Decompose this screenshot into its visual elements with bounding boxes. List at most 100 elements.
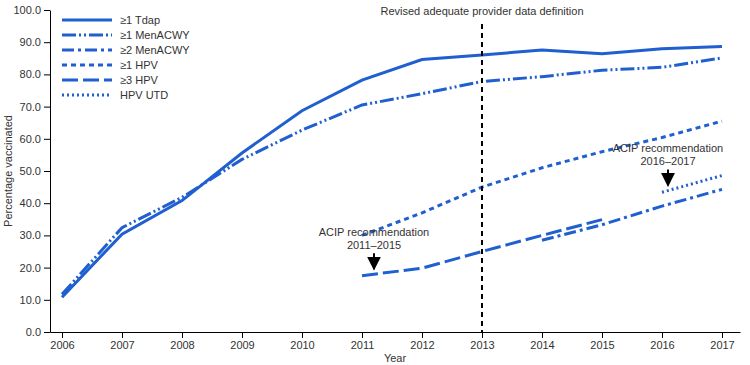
- legend-label: HPV UTD: [120, 89, 168, 101]
- x-tick: 2016: [650, 332, 674, 351]
- y-tick-mark: [44, 74, 50, 75]
- annotation-text: 2011–2015: [347, 239, 401, 251]
- y-tick-label: 20.0: [20, 262, 41, 274]
- x-tick-mark: [362, 332, 363, 338]
- x-tick-label: 2009: [230, 339, 254, 351]
- y-tick-label: 50.0: [20, 165, 41, 177]
- y-axis: 0.0 10.0 20.0 30.0 40.0 50.0 60.0 70.0 80.0 90.0 1…: [13, 4, 50, 338]
- x-tick-mark: [722, 332, 723, 338]
- y-axis-title: Percentage vaccinated: [2, 115, 14, 227]
- x-tick: 2007: [110, 332, 134, 351]
- x-tick-label: 2017: [710, 339, 734, 351]
- legend-label: ≥2 MenACWY: [120, 44, 190, 56]
- y-tick: 90.0: [20, 36, 50, 48]
- x-tick-mark: [62, 332, 63, 338]
- y-tick-label: 10.0: [20, 294, 41, 306]
- y-tick: 10.0: [20, 294, 50, 306]
- x-tick-mark: [662, 332, 663, 338]
- y-tick-mark: [44, 203, 50, 204]
- x-tick: 2006: [50, 332, 74, 351]
- x-tick-label: 2016: [650, 339, 674, 351]
- y-tick-mark: [44, 10, 50, 11]
- x-tick: 2010: [290, 332, 314, 351]
- legend-label: ≥1 Tdap: [120, 14, 160, 26]
- y-tick: 60.0: [20, 133, 50, 145]
- x-tick-mark: [542, 332, 543, 338]
- x-tick-label: 2006: [50, 339, 74, 351]
- y-tick-label: 60.0: [20, 133, 41, 145]
- y-tick-mark: [44, 171, 50, 172]
- x-axis: 2006 2007 2008 2009 2010 2011 2012 2013 2014 2015…: [50, 332, 740, 351]
- x-tick-label: 2008: [170, 339, 194, 351]
- y-tick-label: 100.0: [13, 4, 41, 16]
- series-line: [362, 121, 722, 235]
- x-tick-mark: [302, 332, 303, 338]
- legend-swatch: [62, 49, 112, 52]
- x-tick: 2011: [351, 332, 375, 351]
- legend: ≥1 Tdap ≥1 MenACWY ≥2 MenACWY ≥1 HPV ≥3 HPV H…: [62, 14, 190, 101]
- x-tick: 2015: [590, 332, 614, 351]
- series-line: [62, 46, 722, 297]
- annotation-line: [481, 24, 483, 332]
- y-tick-mark: [44, 300, 50, 301]
- x-tick-label: 2012: [410, 339, 434, 351]
- x-tick-mark: [242, 332, 243, 338]
- y-tick-mark: [44, 107, 50, 108]
- annotation-text: 2016–2017: [640, 155, 695, 167]
- x-tick-mark: [122, 332, 123, 338]
- legend-swatch: [62, 64, 112, 67]
- annotation-arrow: [373, 253, 375, 269]
- y-tick-label: 40.0: [20, 197, 41, 209]
- x-axis-title: Year: [384, 352, 407, 364]
- y-tick: 20.0: [20, 262, 50, 274]
- y-tick-label: 70.0: [20, 101, 41, 113]
- annotations: Revised adequate provider data definitio…: [319, 5, 723, 332]
- y-tick-label: 30.0: [20, 229, 41, 241]
- legend-label: ≥1 HPV: [120, 59, 158, 71]
- y-tick-label: 90.0: [20, 36, 41, 48]
- legend-swatch: [62, 79, 112, 82]
- x-tick-label: 2011: [351, 339, 375, 351]
- x-tick-label: 2013: [470, 339, 494, 351]
- y-axis-line: [50, 11, 51, 333]
- x-tick: 2012: [410, 332, 434, 351]
- x-tick: 2008: [170, 332, 194, 351]
- y-tick: 50.0: [20, 165, 50, 177]
- y-tick: 0.0: [26, 326, 50, 338]
- annotation-text: Revised adequate provider data definitio…: [380, 5, 583, 17]
- y-tick: 40.0: [20, 197, 50, 209]
- x-axis-line: [51, 332, 741, 333]
- x-tick: 2009: [230, 332, 254, 351]
- lines: [62, 46, 722, 297]
- x-tick-label: 2014: [530, 339, 554, 351]
- annotation-arrow: [667, 169, 669, 185]
- x-tick: 2014: [530, 332, 554, 351]
- legend-label: ≥1 MenACWY: [120, 29, 190, 41]
- x-tick-label: 2010: [290, 339, 314, 351]
- legend-label: ≥3 HPV: [120, 74, 158, 86]
- y-tick: 30.0: [20, 229, 50, 241]
- x-tick-mark: [182, 332, 183, 338]
- series-line: [662, 176, 722, 193]
- y-tick-label: 80.0: [20, 68, 41, 80]
- x-tick: 2017: [710, 332, 734, 351]
- y-tick-mark: [44, 332, 50, 333]
- y-tick-mark: [44, 268, 50, 269]
- x-tick-mark: [422, 332, 423, 338]
- x-tick-label: 2007: [110, 339, 134, 351]
- series-line: [542, 189, 722, 240]
- y-tick-label: 0.0: [26, 326, 41, 338]
- y-tick: 80.0: [20, 68, 50, 80]
- x-tick-mark: [482, 332, 483, 338]
- x-tick: 2013: [470, 332, 494, 351]
- series-line: [62, 58, 722, 294]
- y-tick: 100.0: [13, 4, 50, 16]
- x-tick-label: 2015: [590, 339, 614, 351]
- y-tick-mark: [44, 139, 50, 140]
- annotation-text: ACIP recommendation: [613, 142, 723, 154]
- legend-swatch: [62, 94, 112, 97]
- annotation-text: ACIP recommendation: [319, 226, 429, 238]
- legend-swatch: [62, 34, 112, 37]
- x-tick-mark: [602, 332, 603, 338]
- y-tick-mark: [44, 235, 50, 236]
